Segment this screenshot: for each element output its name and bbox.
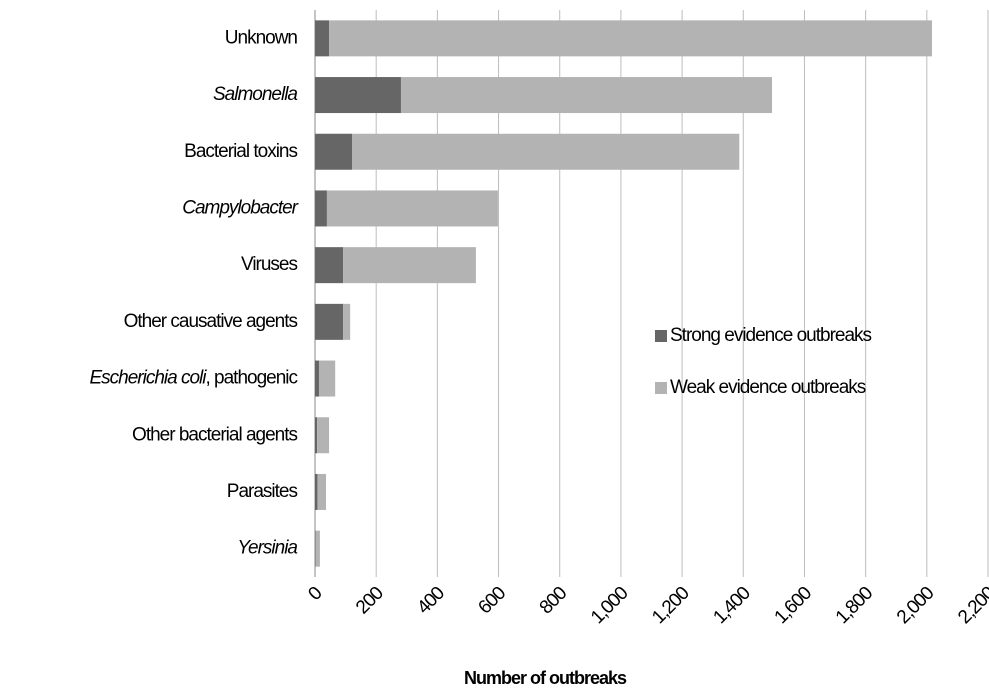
bar-segment [400, 77, 773, 114]
bar-segment [315, 133, 353, 170]
y-tick-label: Escherichia coli, pathogenic [89, 368, 297, 389]
bar-segment [315, 303, 344, 340]
x-tick-label: 400 [413, 583, 448, 618]
bar-segment [326, 190, 498, 227]
bar-segment [317, 417, 330, 454]
y-tick-label: Yersinia [237, 538, 297, 559]
legend-label: Weak evidence outbreaks [670, 377, 866, 398]
x-tick-label: 0 [304, 583, 326, 605]
italic-part: Escherichia coli [89, 368, 207, 389]
bar-segment [318, 360, 336, 397]
bar-segment [315, 190, 327, 227]
y-tick-label: Other bacterial agents [132, 424, 297, 445]
bar-segment [329, 20, 933, 57]
legend-label: Strong evidence outbreaks [670, 325, 872, 346]
bar-segment [315, 20, 330, 57]
x-tick-label: 600 [474, 583, 509, 618]
x-tick-label: 2,200 [954, 583, 989, 628]
x-tick-label: 800 [536, 583, 571, 618]
x-tick-label: 1,400 [709, 583, 754, 628]
bar-segment [352, 133, 740, 170]
x-tick-label: 2,000 [893, 583, 938, 628]
bar-segment [315, 473, 318, 510]
legend-swatch [655, 382, 667, 394]
bar-segment [315, 247, 344, 284]
y-tick-label: Campylobacter [182, 197, 298, 218]
normal-part: , pathogenic [205, 368, 297, 389]
bar-segment [315, 417, 318, 454]
bar-segment [315, 530, 316, 567]
y-tick-label: Viruses [241, 254, 298, 275]
bar-segment [343, 247, 476, 284]
y-tick-label: Parasites [227, 481, 298, 502]
y-tick-label: Unknown [225, 27, 298, 48]
bar-segment [317, 473, 327, 510]
legend-swatch [655, 330, 667, 342]
y-tick-label: Bacterial toxins [184, 141, 297, 162]
x-tick-label: 200 [352, 583, 387, 618]
bar-segment [315, 77, 401, 114]
bar-segment [315, 530, 320, 567]
y-tick-label: Salmonella [213, 84, 297, 105]
x-tick-label: 1,800 [832, 583, 877, 628]
y-tick-label: Other causative agents [124, 311, 298, 332]
bar-segment [315, 360, 319, 397]
x-tick-label: 1,000 [587, 583, 632, 628]
x-tick-label: 1,600 [771, 583, 816, 628]
x-axis-title: Number of outbreaks [464, 668, 627, 688]
bar-segment [343, 303, 351, 340]
x-tick-label: 1,200 [648, 583, 693, 628]
